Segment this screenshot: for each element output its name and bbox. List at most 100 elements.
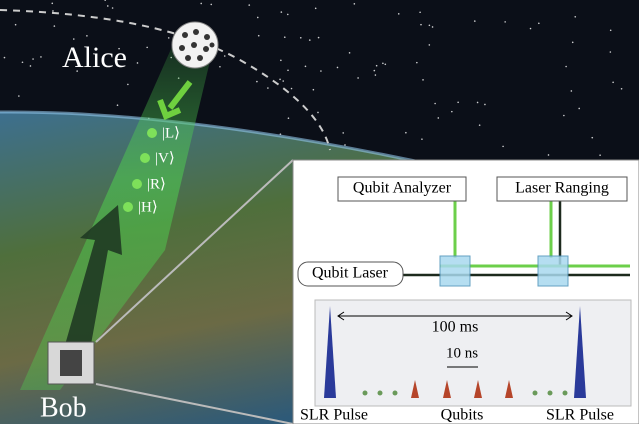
star [374, 74, 377, 76]
star [478, 124, 481, 126]
star [111, 7, 114, 9]
star [286, 13, 289, 16]
star [279, 78, 281, 81]
star [397, 13, 400, 15]
star [419, 11, 421, 14]
star [280, 11, 283, 13]
star [384, 63, 387, 66]
star [502, 145, 504, 148]
state-label: |L⟩ [162, 125, 180, 141]
star [21, 61, 24, 64]
star [578, 107, 580, 110]
star [353, 3, 356, 5]
box-label: Qubit Laser [312, 265, 389, 282]
star [591, 136, 594, 139]
star [287, 117, 290, 120]
star [40, 56, 42, 58]
star [357, 77, 359, 79]
box [297, 261, 404, 287]
star [248, 4, 251, 6]
star [609, 51, 612, 53]
star [86, 35, 88, 37]
star [451, 110, 453, 113]
satellite-dots [179, 29, 215, 61]
star [484, 103, 486, 106]
star [72, 38, 75, 40]
star [52, 10, 54, 12]
star [529, 27, 532, 30]
zoom-line [95, 383, 294, 424]
box [496, 176, 628, 202]
star [382, 62, 384, 65]
period-label: 100 ms [432, 319, 479, 336]
state-label: |H⟩ [138, 199, 158, 215]
orbit [0, 9, 331, 151]
star [612, 81, 614, 84]
state-dot [132, 179, 142, 189]
star [210, 3, 213, 6]
star [420, 23, 422, 26]
star [14, 23, 17, 26]
star [282, 80, 285, 82]
star [320, 70, 322, 72]
star [299, 36, 302, 39]
star [51, 2, 54, 5]
star [167, 37, 170, 39]
star [223, 55, 226, 57]
zoom-line [95, 159, 294, 343]
star [219, 65, 221, 68]
star [416, 61, 418, 64]
star [571, 41, 574, 44]
star [609, 29, 612, 32]
star [136, 62, 139, 64]
alice-label: Alice [62, 41, 127, 74]
box [337, 176, 467, 202]
star [287, 69, 289, 72]
star [308, 39, 311, 41]
star [256, 16, 259, 19]
state-label: |R⟩ [147, 176, 166, 192]
downlink-arrow [157, 80, 193, 120]
star [599, 154, 601, 156]
star [342, 132, 345, 134]
star [434, 102, 436, 105]
star [257, 34, 260, 37]
star [29, 65, 32, 67]
star [421, 138, 423, 140]
star [344, 144, 346, 146]
star [431, 26, 434, 28]
states: |L⟩ |V⟩ |R⟩ |H⟩ [123, 125, 180, 215]
star [422, 79, 424, 81]
arrowheads [337, 311, 573, 321]
star [3, 56, 6, 59]
ellipsis-dots [362, 390, 568, 396]
uplink-arrow [65, 205, 122, 350]
pulse-label: SLR Pulse [300, 407, 368, 424]
bob-label: Bob [40, 392, 87, 423]
star [32, 58, 34, 60]
star [127, 83, 129, 86]
star [547, 154, 550, 156]
star [504, 21, 506, 23]
star [538, 22, 540, 25]
state-dot [147, 128, 157, 138]
star [317, 36, 320, 39]
star [280, 59, 282, 62]
star [312, 88, 315, 91]
star [373, 69, 376, 72]
star [570, 90, 573, 92]
star [317, 111, 319, 114]
spacing-label: 10 ns [446, 345, 478, 361]
beam-splitter [537, 255, 569, 287]
star [314, 7, 317, 10]
star [18, 95, 20, 97]
star [256, 80, 258, 83]
star [457, 101, 459, 104]
qubit-pulses [411, 380, 513, 398]
star [267, 87, 269, 89]
slr-pulse [574, 306, 586, 398]
star [116, 104, 119, 107]
star [348, 52, 351, 54]
star [76, 70, 78, 72]
